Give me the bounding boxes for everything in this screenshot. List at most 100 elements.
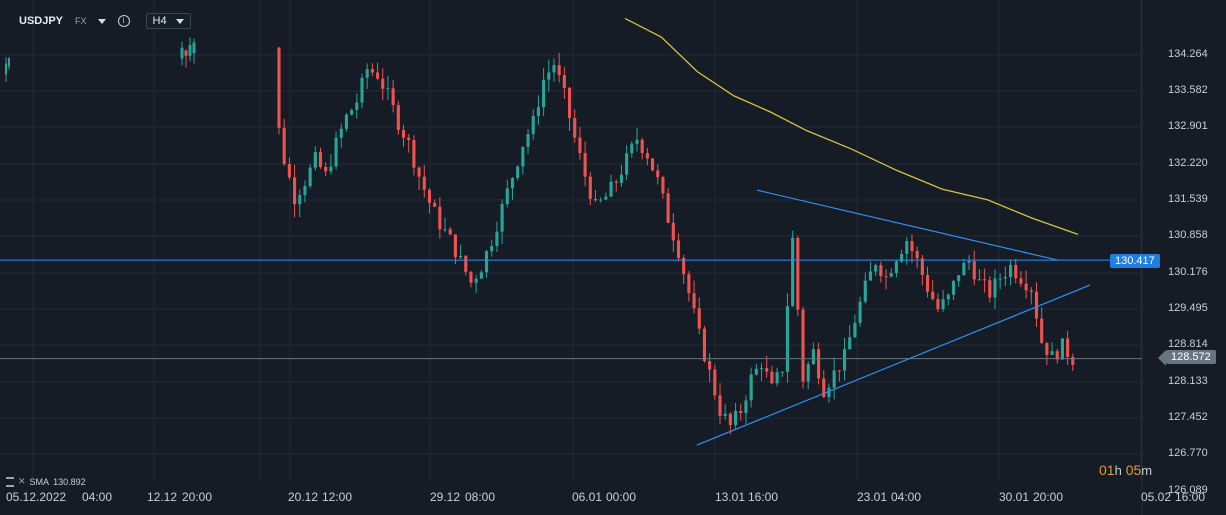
y-tick-label: 133.582 [1168,84,1208,96]
candle [744,400,748,414]
candle [998,278,1002,280]
candle [728,413,732,426]
candle [832,370,836,388]
candle [822,378,826,398]
candle [184,50,188,56]
chart-toolbar: USDJPY FX i H4 [0,10,191,32]
candle [842,349,847,371]
symbol-label[interactable]: USDJPY [19,15,64,27]
candle [801,309,805,382]
candle [1029,290,1033,292]
last-price-tag: 128.572 [1158,350,1216,366]
candle [469,271,473,283]
candle [1019,278,1023,284]
candle [391,88,395,106]
countdown-hours: 01 [1099,462,1115,478]
indicator-close-icon[interactable]: ✕ [18,476,26,486]
candle [287,163,291,178]
candle [542,79,546,108]
x-tick-label: 05.02 [1141,490,1172,504]
candle [350,109,354,115]
candle [754,368,758,375]
candle [811,349,815,364]
candle [749,374,753,401]
candle [651,158,655,171]
candle [863,280,867,302]
candle [676,240,681,258]
y-tick-label: 127.452 [1168,411,1208,423]
candle [1045,342,1049,355]
y-tick-label: 126.089 [1168,484,1208,496]
candle [785,306,790,372]
y-tick-label: 132.901 [1168,120,1208,132]
timeframe-label: H4 [152,15,167,27]
candle [884,276,888,278]
candle [407,137,411,140]
candle [329,166,333,172]
x-tick-label: 12:00 [322,490,353,504]
candle [593,198,598,200]
candle [479,272,483,279]
candle [376,72,380,79]
candle [484,251,489,273]
x-tick-label: 20:00 [182,490,213,504]
candle [422,176,426,190]
info-icon[interactable]: i [117,15,130,27]
candle [298,195,302,205]
x-tick-label: 12.12 [147,490,178,504]
indicator-value: 130.892 [53,476,86,487]
candle [573,118,577,138]
candle [931,291,935,300]
horizontal-line-price-tag[interactable]: 130.417 [1110,254,1160,268]
candle [682,257,686,275]
candle [993,278,997,298]
candle [1060,338,1064,360]
candle [635,139,639,144]
countdown-hours-unit: h [1114,463,1122,478]
candle [459,255,463,258]
candle [1040,318,1044,343]
candle [370,69,374,73]
candle [1034,291,1039,319]
candle [718,395,722,416]
candle [848,337,852,350]
y-tick-label: 130.176 [1168,266,1208,278]
candle [453,234,457,258]
candle [417,167,421,177]
countdown-minutes-unit: m [1141,463,1153,478]
candle [547,72,551,80]
candle [775,372,779,384]
candle [759,368,764,370]
y-tick-label: 129.495 [1168,302,1208,314]
candle [334,137,338,167]
upper-trendline [756,189,1059,261]
candle [1008,264,1013,278]
candle [344,114,349,129]
candle [1071,356,1075,365]
candle [536,107,540,116]
candle [967,261,971,263]
candle [381,78,385,89]
candle [645,153,649,159]
indicator-settings-icon[interactable] [6,476,14,487]
x-tick-label: 06.01 [572,490,603,504]
candle [308,167,312,187]
candle [505,188,509,204]
candle [640,139,644,154]
candle [604,196,608,200]
candle [900,253,904,262]
candle [894,261,898,273]
candle [490,246,494,252]
countdown-minutes: 05 [1125,462,1142,478]
symbol-dropdown-icon[interactable] [97,18,106,24]
candle [889,272,893,277]
candle [1050,351,1054,355]
candle [401,130,406,138]
candle [360,77,364,103]
y-tick-label: 126.770 [1168,447,1208,459]
timeframe-selector[interactable]: H4 [145,13,191,29]
x-tick-label: 13.01 [715,490,746,504]
candle [780,371,784,373]
candle [427,189,432,203]
